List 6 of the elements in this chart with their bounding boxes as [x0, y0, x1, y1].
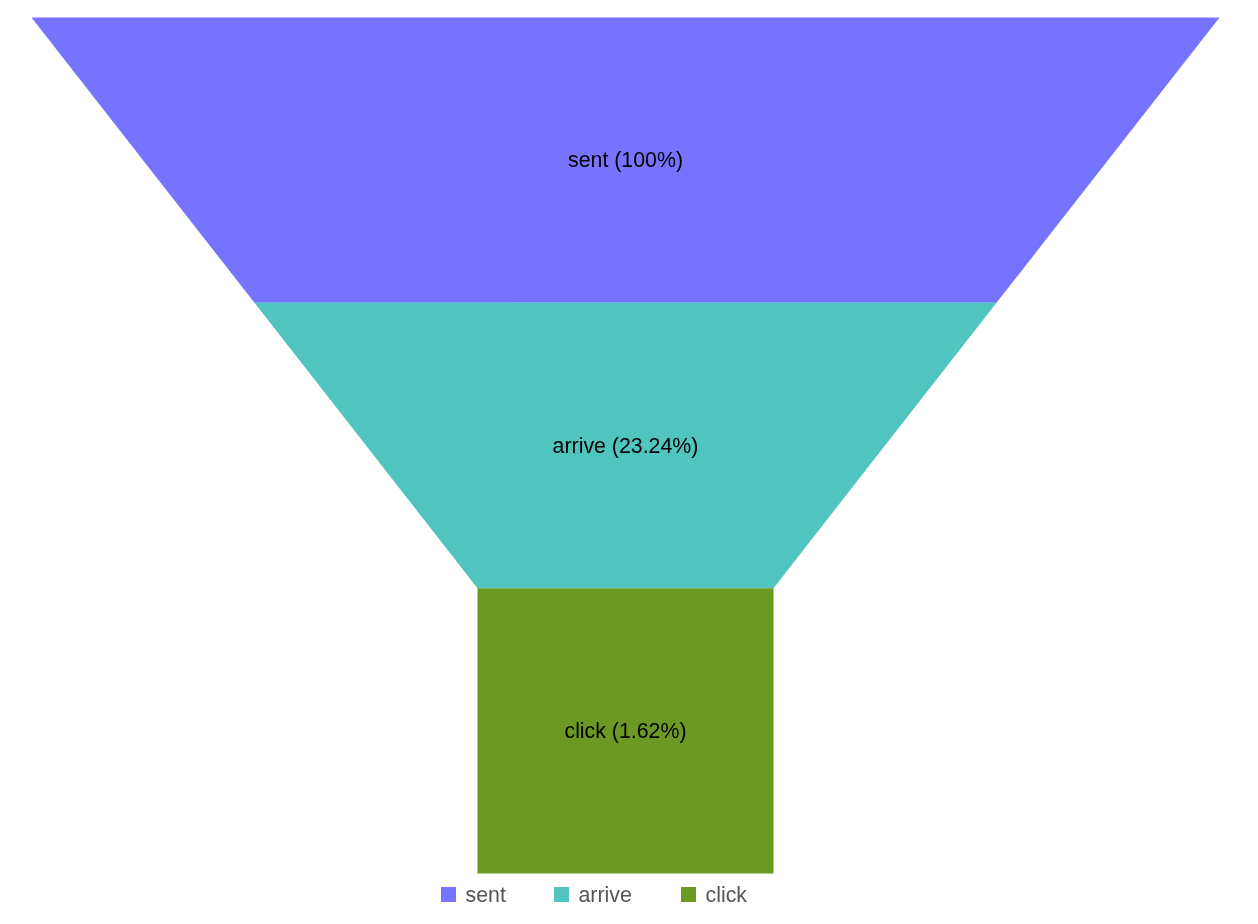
category-label: sent: [465, 882, 506, 907]
data-label: sent (100%): [568, 148, 683, 173]
data-label: click (1.62%): [564, 718, 687, 743]
category-label: arrive: [578, 882, 632, 907]
data-label: arrive (23.24%): [552, 433, 699, 458]
category-label: click: [705, 882, 748, 907]
